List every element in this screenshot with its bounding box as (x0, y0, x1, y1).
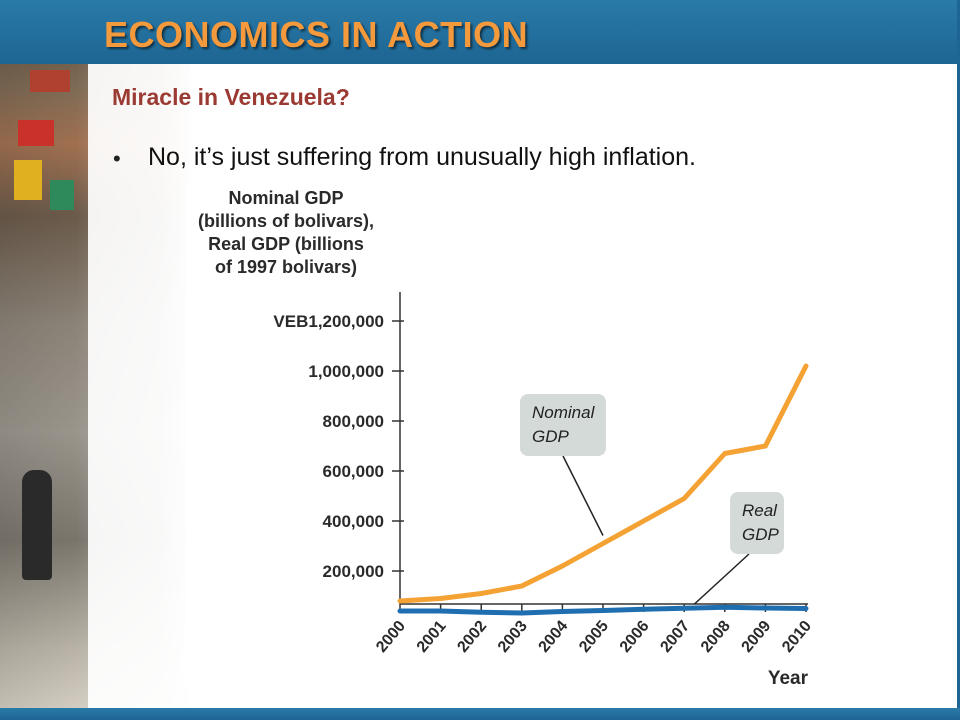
series-lines (397, 363, 809, 616)
y-axis-ticks: 200,000 400,000 600,000 800,000 1,000,000 VEB… (273, 312, 404, 581)
gdp-chart: Nominal GDP (billions of bolivars), Real G… (186, 182, 814, 690)
background-sign-3 (50, 180, 74, 210)
y-axis-title-line: Nominal GDP (228, 188, 343, 208)
y-tick-label: VEB1,200,000 (273, 312, 384, 331)
real-gdp-callout-pointer (693, 553, 750, 605)
real-gdp-callout-label: Real (742, 501, 778, 520)
bullet-marker: • (113, 146, 121, 171)
bottom-bar (0, 708, 960, 720)
nominal-gdp-callout-pointer (562, 455, 604, 536)
x-axis-title: Year (768, 668, 809, 689)
background-sign-2 (14, 160, 42, 200)
x-tick-label: 2003 (495, 618, 531, 656)
right-edge-bar (957, 0, 960, 720)
x-tick-label: 2004 (536, 618, 572, 656)
x-tick-label: 2006 (617, 618, 653, 656)
real-gdp-callout-box (730, 492, 784, 554)
x-tick-label: 2000 (373, 618, 409, 656)
header-bar (0, 0, 960, 64)
y-tick-label: 1,000,000 (308, 362, 384, 381)
series-callouts: Nominal GDP Real GDP (520, 394, 784, 605)
gdp-chart-svg: Nominal GDP (billions of bolivars), Real G… (198, 188, 814, 689)
y-tick-label: 400,000 (323, 512, 384, 531)
nominal-gdp-callout-label: GDP (532, 427, 570, 446)
bullet-text: No, it’s just suffering from unusually h… (148, 143, 696, 171)
y-axis-title-line: Real GDP (billions (208, 234, 364, 254)
x-tick-label: 2007 (657, 618, 693, 656)
y-axis-title-line: (billions of bolivars), (198, 211, 374, 231)
x-tick-label: 2009 (739, 618, 775, 656)
slide-subtitle: Miracle in Venezuela? (112, 84, 350, 110)
background-sign-4 (30, 70, 70, 92)
background-sign-1 (18, 120, 54, 146)
background-person (22, 470, 52, 580)
x-tick-label: 2008 (698, 618, 734, 656)
real-gdp-line (397, 604, 809, 616)
y-tick-label: 600,000 (323, 462, 384, 481)
x-tick-label: 2002 (454, 618, 490, 656)
y-tick-label: 800,000 (323, 412, 384, 431)
nominal-gdp-callout-label: Nominal (532, 403, 596, 422)
slide-header-title: ECONOMICS IN ACTION (104, 14, 529, 55)
y-tick-label: 200,000 (323, 562, 384, 581)
y-axis-title-line: of 1997 bolivars) (215, 257, 357, 277)
nominal-gdp-callout-box (520, 394, 606, 456)
y-axis-title: Nominal GDP (billions of bolivars), Real G… (198, 188, 374, 277)
x-tick-label: 2010 (779, 618, 814, 656)
nominal-gdp-line (397, 363, 809, 604)
real-gdp-callout-label: GDP (742, 525, 780, 544)
x-tick-label: 2001 (414, 618, 450, 656)
x-tick-label: 2005 (576, 618, 612, 656)
